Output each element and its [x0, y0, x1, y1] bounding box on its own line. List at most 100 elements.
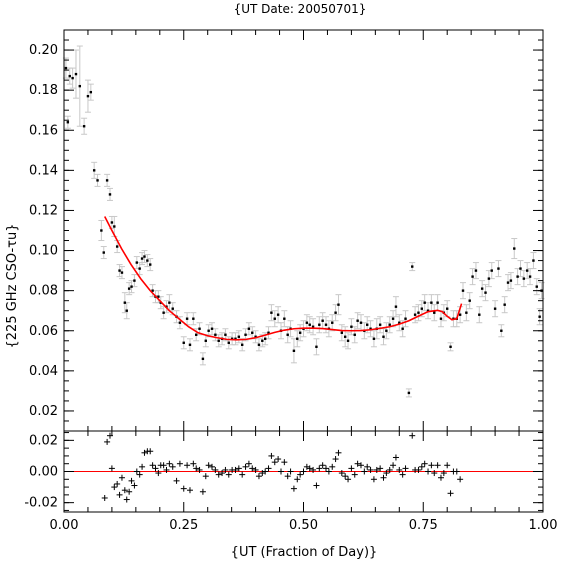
data-point — [185, 317, 189, 320]
data-point — [493, 307, 497, 310]
data-point — [528, 275, 532, 278]
data-point — [433, 311, 436, 314]
data-point — [244, 333, 247, 336]
data-point — [446, 307, 449, 310]
data-point — [140, 257, 144, 260]
data-point — [497, 267, 500, 270]
y-tick-label: 0.20 — [29, 43, 58, 58]
data-point — [123, 301, 127, 304]
data-point — [458, 313, 462, 316]
data-point — [350, 325, 353, 328]
data-point — [413, 313, 417, 316]
data-point — [273, 317, 276, 320]
data-point — [82, 125, 86, 128]
data-point — [254, 335, 257, 338]
x-tick-label: 1.00 — [529, 518, 558, 533]
data-point — [324, 323, 328, 326]
data-point — [369, 327, 372, 330]
data-point — [388, 323, 391, 326]
data-point — [337, 303, 340, 306]
data-point — [343, 335, 347, 338]
res-y-tick-label: 0.02 — [29, 433, 58, 448]
x-axis-label: {UT (Fraction of Day)} — [231, 545, 378, 560]
data-point — [113, 225, 116, 228]
data-point — [118, 269, 121, 272]
data-point — [247, 327, 251, 330]
data-point — [198, 327, 201, 330]
data-point — [257, 343, 261, 346]
data-point — [146, 259, 149, 262]
data-point — [204, 339, 207, 342]
data-point — [135, 261, 139, 264]
data-point — [133, 279, 136, 282]
data-point — [346, 339, 350, 342]
data-point — [465, 311, 468, 314]
data-point — [461, 289, 465, 292]
data-point — [66, 121, 70, 124]
data-point — [227, 341, 230, 344]
data-point — [513, 247, 516, 250]
data-point — [436, 301, 439, 304]
data-point — [263, 337, 267, 340]
data-point — [298, 331, 302, 334]
data-point — [490, 269, 493, 272]
res-y-tick-label: 0.00 — [29, 465, 58, 480]
data-point — [535, 285, 538, 288]
y-tick-label: 0.08 — [29, 284, 58, 299]
data-point — [149, 263, 152, 266]
data-point — [420, 307, 424, 310]
residual-data-points — [101, 432, 464, 503]
main-fit-curve — [104, 216, 463, 341]
data-point — [366, 323, 369, 326]
data-point — [171, 307, 174, 310]
data-point — [311, 325, 315, 328]
data-point — [516, 275, 519, 278]
data-point — [398, 321, 401, 324]
data-point — [115, 245, 119, 248]
data-point — [296, 337, 299, 340]
data-point — [401, 327, 404, 330]
y-tick-label: 0.06 — [29, 324, 58, 339]
data-point — [484, 291, 487, 294]
data-point — [276, 313, 280, 316]
data-point — [267, 331, 270, 334]
data-point — [102, 251, 105, 254]
data-point — [192, 317, 195, 320]
data-point — [201, 357, 205, 361]
data-point — [125, 309, 128, 312]
y-tick-label: 0.04 — [29, 364, 58, 379]
data-point — [151, 289, 154, 292]
data-point — [391, 317, 395, 320]
data-point — [411, 265, 414, 268]
y-axis-label: {225 GHz CSO-τu} — [5, 224, 20, 349]
chart-title: {UT Date: 20050701} — [234, 2, 367, 16]
data-point — [240, 343, 244, 346]
data-point — [532, 259, 535, 262]
data-point — [334, 311, 337, 314]
data-point — [382, 335, 385, 338]
y-tick-label: 0.12 — [29, 203, 58, 218]
data-point — [110, 221, 114, 224]
y-tick-label: 0.18 — [29, 83, 58, 98]
data-point — [127, 287, 131, 290]
y-tick-label: 0.16 — [29, 123, 58, 138]
data-point — [120, 271, 124, 274]
data-point — [417, 311, 420, 314]
data-point — [251, 331, 254, 334]
data-point — [500, 329, 503, 332]
data-point — [210, 327, 214, 330]
data-point — [292, 349, 296, 352]
data-point — [522, 277, 526, 280]
data-point — [519, 267, 522, 270]
data-point — [426, 309, 430, 312]
data-point — [372, 337, 376, 340]
data-point — [359, 321, 363, 324]
data-point — [404, 317, 407, 320]
data-point — [96, 179, 99, 182]
data-point — [407, 391, 411, 395]
data-point — [234, 337, 237, 340]
data-point — [182, 341, 185, 344]
data-point — [130, 285, 133, 288]
data-point — [68, 74, 71, 78]
